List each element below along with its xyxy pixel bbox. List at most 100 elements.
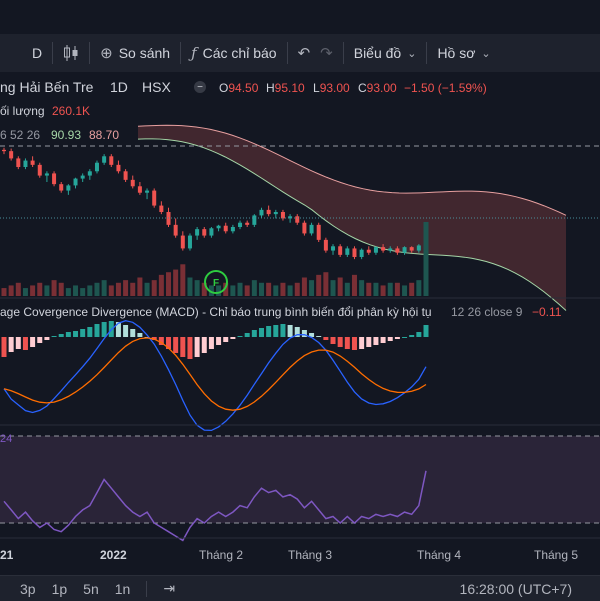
candle-body [388,248,393,251]
candle-body [395,248,400,253]
macd-hist-bar [101,322,107,337]
volume-label: ối lượng [0,104,45,118]
volume-bar [387,282,393,296]
interval-text: 1D [110,79,128,95]
macd-hist-bar [15,337,21,349]
interval-label: D [32,45,43,61]
macd-hist-bar [180,337,186,357]
range-1p[interactable]: 1p [51,580,68,597]
macd-hist-bar [73,331,79,337]
macd-legend: age Covergence Divergence (MACD) - Chỉ b… [0,305,562,319]
toolbar: D ⊕ So sánh ƒ Các chỉ báo ↶ ↷ Biểu đồ ⌄ … [0,34,600,73]
candle-body [216,225,221,229]
status-dot [194,81,206,93]
volume-bar [87,285,93,296]
candle-body [130,179,135,187]
macd-hist-bar [22,337,28,350]
volume-bar [94,282,100,296]
macd-hist-bar [316,336,322,337]
macd-hist-bar [201,337,207,353]
volume-bar [394,282,400,296]
macd-hist-bar [251,330,257,337]
macd-hist-bar [194,337,200,357]
macd-hist-bar [402,337,408,338]
interval-button[interactable]: D [0,34,52,72]
close-value: 93.00 [367,81,397,95]
volume-bar [208,285,214,296]
candle-body [273,212,278,215]
volume-bar [144,282,150,296]
macd-hist-bar [230,337,236,339]
chart-area[interactable]: 21 2022 Tháng 2 Tháng 3 Tháng 4 Tháng 5 … [0,72,600,575]
profile-menu-label: Hồ sơ [437,45,476,61]
macd-histogram [1,321,429,359]
candle-body [366,249,371,253]
indicators-button[interactable]: ƒ Các chỉ báo [181,34,287,72]
volume-bar [344,282,350,296]
fx-icon: ƒ [191,44,197,62]
volume-bar [402,285,408,296]
candle-body [173,224,178,236]
profile-menu-button[interactable]: Hồ sơ ⌄ [427,34,500,72]
rsi-band [0,436,600,523]
candle-body [59,184,64,191]
high-value: 95.10 [275,81,305,95]
candle-body [316,224,321,240]
volume-bar [423,222,429,296]
volume-bar [416,280,422,296]
undo-button[interactable]: ↶ [288,34,321,72]
svg-text:6 52 26 90.93 88.7: 6 52 26 90.93 88.70 [0,128,119,142]
macd-hist-bar [301,330,307,337]
plus-circle-icon: ⊕ [100,45,113,62]
volume-bar [366,282,372,296]
chart-menu-button[interactable]: Biểu đồ ⌄ [344,34,427,72]
volume-bar [337,277,343,296]
symbol-name: ng Hải Bến Tre [0,79,94,95]
volume-bar [230,285,236,296]
volume-bar [187,277,193,296]
range-5n[interactable]: 5n [83,580,99,597]
divider [52,42,54,64]
volume-bar [173,269,179,296]
volume-bar [65,288,71,296]
macd-hist-bar [351,337,357,350]
range-1n[interactable]: 1n [114,580,131,597]
candle-body [352,248,357,257]
clock-time[interactable]: 16:28:00 (UTC+7) [459,581,572,597]
volume-bar [380,285,386,296]
volume-bar [151,280,157,296]
macd-hist-bar [294,327,300,337]
undo-icon: ↶ [297,45,311,62]
redo-button[interactable]: ↷ [320,34,343,72]
low-value: 93.00 [320,81,350,95]
divider [426,42,428,64]
compare-button[interactable]: ⊕ So sánh [90,34,180,72]
candle-body [102,156,107,163]
leading-span-b [137,124,567,216]
chart-style-button[interactable] [53,34,89,72]
candle-body [323,239,328,251]
candle-body [145,190,150,193]
volume-bar [101,280,107,296]
ichimoku-params: 6 52 26 [0,128,40,142]
volume-bar [359,280,365,296]
event-marker[interactable] [204,270,228,294]
candle-body [230,227,235,232]
range-3p[interactable]: 3p [20,580,36,597]
volume-bar [194,280,200,296]
volume-bar [216,285,222,296]
candle-body [245,222,250,225]
volume-bar [309,280,315,296]
macd-hist-bar [130,329,136,337]
macd-hist-bar [166,337,172,349]
macd-hist-bar [58,334,64,337]
date-range-icon[interactable]: ⇥ [163,580,176,596]
volume-bar [237,282,243,296]
macd-hist-bar [423,325,429,337]
volume-bar [180,264,186,296]
macd-hist-bar [115,322,121,337]
macd-hist-bar [287,325,293,337]
volume-bar [30,285,36,296]
macd-hist-bar [80,329,86,337]
macd-hist-bar [394,337,400,339]
